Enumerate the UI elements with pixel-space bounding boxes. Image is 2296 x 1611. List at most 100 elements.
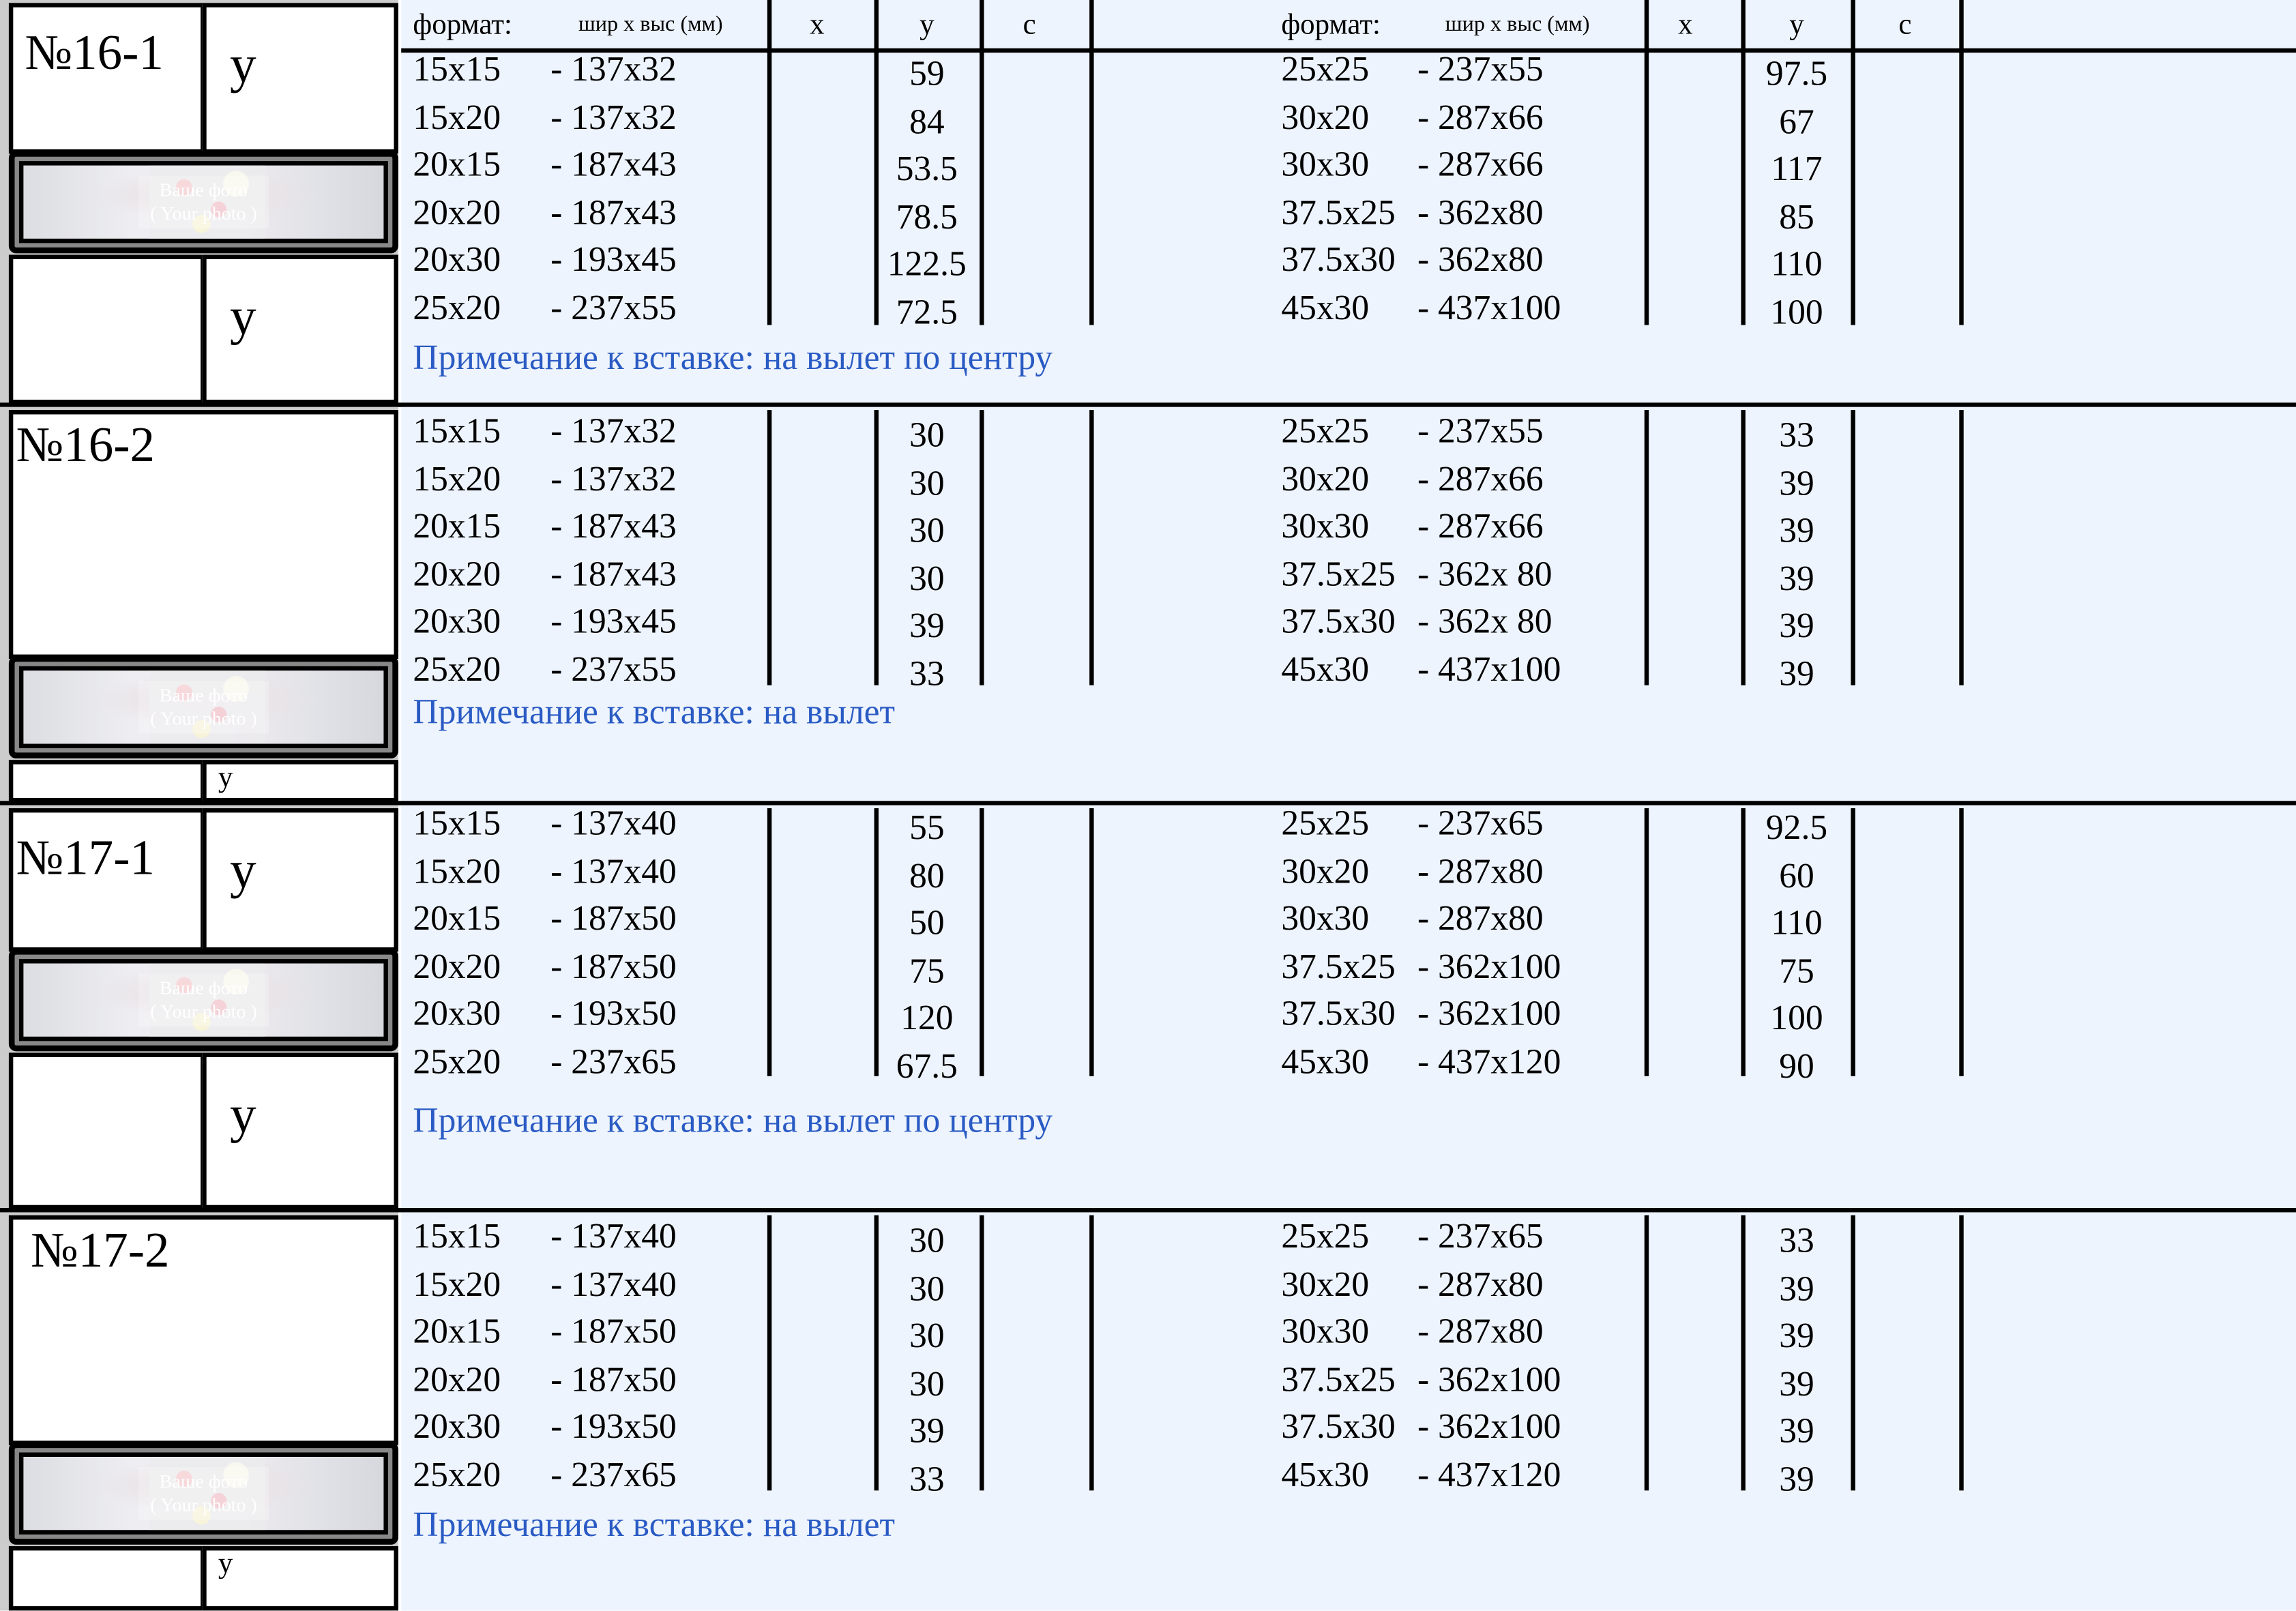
format-cell: 20x20 xyxy=(413,556,501,595)
size-cell: - 237x55 xyxy=(1417,413,1544,452)
photo-caption: Ваше фото( Your photo ) xyxy=(138,175,269,228)
format-cell: 37.5x25 xyxy=(1281,948,1396,987)
y-value-cell: 90 xyxy=(1779,1048,1814,1087)
column-divider xyxy=(1851,410,1855,685)
format-cell: 30x30 xyxy=(1281,508,1370,547)
column-divider xyxy=(1089,808,1094,1076)
y-value-cell: 100 xyxy=(1770,1001,1823,1039)
header-y: y xyxy=(919,8,934,42)
column-divider xyxy=(1089,1215,1094,1491)
column-divider xyxy=(874,410,879,685)
format-cell: 15x15 xyxy=(413,805,501,844)
header-size: шир х выс (мм) xyxy=(1445,13,1590,37)
y-value-cell: 72.5 xyxy=(896,294,958,333)
format-cell: 20x15 xyxy=(413,508,501,547)
format-cell: 25x20 xyxy=(413,651,501,690)
photo-placeholder: Ваше фото( Your photo ) xyxy=(8,655,398,758)
format-cell: 37.5x25 xyxy=(1281,1361,1396,1400)
column-divider xyxy=(1089,410,1094,685)
bouquet-image xyxy=(149,963,265,1037)
format-cell: 37.5x30 xyxy=(1281,242,1396,280)
photo-caption: Ваше фото( Your photo ) xyxy=(138,1466,269,1520)
size-cell: - 287x66 xyxy=(1417,147,1544,185)
format-cell: 45x30 xyxy=(1281,1044,1370,1082)
size-cell: - 237x65 xyxy=(550,1456,677,1495)
size-cell: - 187x43 xyxy=(550,147,677,185)
y-label: y xyxy=(218,1548,233,1580)
product-id: №17-2 xyxy=(31,1224,170,1279)
y-label: y xyxy=(230,1084,256,1144)
product-panel: №17-2 Ваше фото( Your photo ) y xyxy=(0,1212,398,1611)
format-cell: 37.5x30 xyxy=(1281,996,1396,1035)
photo-placeholder: Ваше фото( Your photo ) xyxy=(8,1442,398,1545)
column-divider xyxy=(1741,808,1746,1076)
photo-image: Ваше фото( Your photo ) xyxy=(18,959,388,1041)
y-value-cell: 55 xyxy=(909,810,945,848)
y-label: y xyxy=(230,840,256,900)
y-value-cell: 39 xyxy=(1779,655,1814,694)
format-cell: 20x30 xyxy=(413,604,501,642)
column-divider xyxy=(980,808,984,1076)
y-cell: y xyxy=(202,1546,398,1611)
size-cell: - 193x45 xyxy=(550,242,677,280)
section-1: 15x15 - 137x32 30 15x20 - 137x32 30 20x15 - 187… xyxy=(0,407,2296,803)
y-value-cell: 67.5 xyxy=(896,1048,958,1087)
section-3: 15x15 - 137x40 30 15x20 - 137x40 30 20x15 - 187… xyxy=(0,1212,2296,1611)
format-cell: 25x25 xyxy=(1281,51,1370,89)
format-cell: 25x25 xyxy=(1281,1218,1370,1256)
y-value-cell: 39 xyxy=(1779,1318,1814,1357)
section-divider xyxy=(0,402,2296,407)
format-cell: 20x30 xyxy=(413,1408,501,1447)
format-cell: 20x20 xyxy=(413,194,501,233)
bouquet-image xyxy=(149,165,265,239)
format-cell: 30x30 xyxy=(1281,1313,1370,1352)
y-value-cell: 85 xyxy=(1779,198,1814,237)
y-value-cell: 39 xyxy=(1779,464,1814,503)
format-cell: 15x20 xyxy=(413,460,501,499)
size-cell: - 362x 80 xyxy=(1417,604,1552,642)
format-cell: 30x20 xyxy=(1281,853,1370,891)
size-cell: - 287x80 xyxy=(1417,1266,1544,1304)
size-cell: - 362x80 xyxy=(1417,194,1544,233)
photo-caption-line2: ( Your photo ) xyxy=(150,202,257,224)
size-cell: - 237x65 xyxy=(1417,1218,1544,1256)
size-cell: - 187x43 xyxy=(550,194,677,233)
y-value-cell: 33 xyxy=(909,1461,945,1500)
size-cell: - 287x80 xyxy=(1417,900,1544,939)
y-value-cell: 117 xyxy=(1771,151,1823,190)
size-cell: - 193x45 xyxy=(550,604,677,642)
product-id-cell: №16-2 xyxy=(8,410,398,660)
size-cell: - 287x66 xyxy=(1417,460,1544,499)
format-cell: 25x20 xyxy=(413,1456,501,1495)
format-cell: 30x20 xyxy=(1281,1266,1370,1304)
y-value-cell: 33 xyxy=(909,655,945,694)
size-cell: - 237x55 xyxy=(1417,51,1544,89)
column-divider xyxy=(1644,808,1649,1076)
size-cell: - 193x50 xyxy=(550,996,677,1035)
y-value-cell: 30 xyxy=(909,560,945,599)
header-x: x xyxy=(1678,8,1693,42)
format-cell: 30x20 xyxy=(1281,460,1370,499)
column-divider xyxy=(1851,0,1855,325)
format-cell: 20x15 xyxy=(413,147,501,185)
y-value-cell: 39 xyxy=(1779,1365,1814,1404)
size-cell: - 137x40 xyxy=(550,1266,677,1304)
y-value-cell: 110 xyxy=(1771,905,1823,943)
column-divider xyxy=(767,0,772,325)
size-cell: - 137x32 xyxy=(550,460,677,499)
bouquet-image xyxy=(149,1456,265,1531)
column-divider xyxy=(874,0,879,325)
size-cell: - 237x55 xyxy=(550,651,677,690)
y-value-cell: 39 xyxy=(1779,560,1814,599)
photo-caption: Ваше фото( Your photo ) xyxy=(138,973,269,1026)
section-divider xyxy=(0,1208,2296,1213)
size-cell: - 287x66 xyxy=(1417,508,1544,547)
photo-placeholder: Ваше фото( Your photo ) xyxy=(8,151,398,254)
format-cell: 30x30 xyxy=(1281,900,1370,939)
header-c: c xyxy=(1022,8,1036,42)
y-label: y xyxy=(230,286,256,346)
y-value-cell: 39 xyxy=(1779,1413,1814,1452)
y-value-cell: 97.5 xyxy=(1765,55,1828,94)
format-cell: 20x30 xyxy=(413,996,501,1035)
